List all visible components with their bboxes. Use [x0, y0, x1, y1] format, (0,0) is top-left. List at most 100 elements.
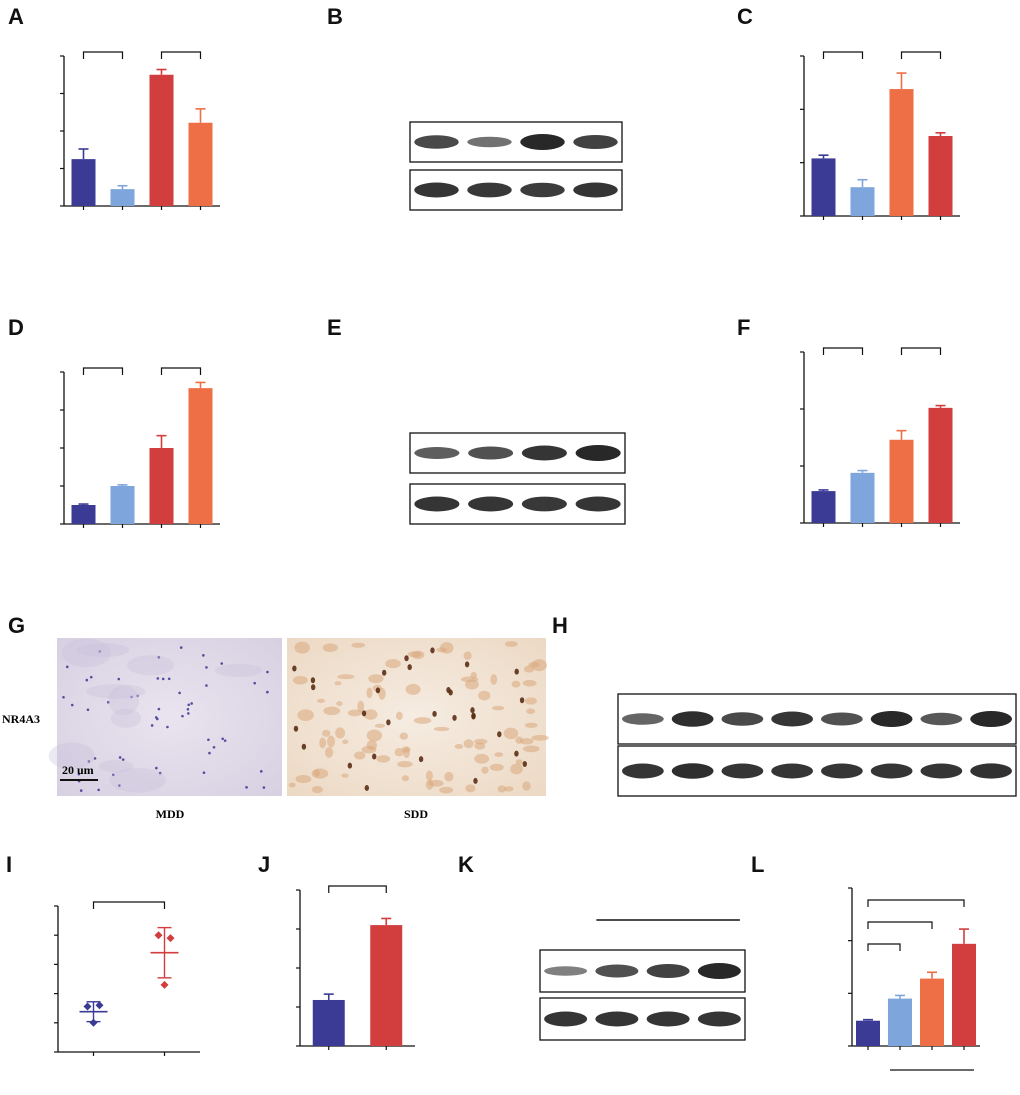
blot-band [521, 445, 567, 461]
blot-band [621, 763, 664, 779]
sdd-stained-nucleus [407, 664, 412, 671]
sdd-cell [425, 779, 434, 790]
blot-band [544, 966, 588, 976]
sdd-cell [378, 687, 386, 700]
blot-band [697, 1011, 741, 1027]
bar [928, 136, 953, 216]
bar [188, 388, 213, 524]
blot-band [970, 711, 1013, 727]
sdd-cell [335, 727, 346, 739]
sdd-cell [316, 698, 326, 703]
histology-panel-g: NR4A3 20 um MDD SDD [2, 638, 549, 821]
sdd-cell [489, 763, 504, 772]
sdd-tissue-image [287, 638, 546, 796]
sdd-cell [313, 769, 320, 777]
mdd-nucleus [187, 703, 191, 707]
sdd-cell [394, 748, 405, 757]
scale-bar-label: 20 um [62, 763, 94, 777]
significance-bracket [900, 347, 942, 355]
sdd-stained-nucleus [514, 750, 519, 757]
sdd-stained-nucleus [293, 725, 299, 732]
sdd-cell [515, 759, 523, 765]
bar [188, 122, 213, 206]
significance-bracket [867, 899, 965, 907]
blot-band [414, 182, 459, 198]
sdd-cell [490, 674, 498, 685]
blot-band [970, 763, 1013, 779]
sdd-stained-nucleus [522, 760, 527, 767]
scatter-point [154, 931, 163, 940]
sdd-stained-nucleus [364, 784, 370, 791]
mdd-nucleus [202, 771, 206, 774]
scatter-point [83, 1002, 92, 1011]
sdd-cell [439, 786, 454, 794]
mdd-nucleus [266, 670, 269, 674]
mdd-tissue-patch [110, 708, 142, 728]
bar [312, 999, 345, 1046]
sdd-stained-nucleus [347, 762, 353, 769]
sdd-cell [324, 746, 334, 758]
sdd-cell [357, 700, 365, 713]
sdd-cell [366, 729, 383, 742]
sdd-stained-nucleus [473, 777, 478, 784]
sdd-cell [366, 687, 373, 699]
bar [71, 505, 96, 524]
mdd-nucleus [150, 724, 154, 727]
blot-band [920, 712, 963, 726]
blot-band [575, 445, 621, 461]
bar [928, 407, 953, 523]
mdd-tissue-patch [108, 685, 140, 716]
mdd-nucleus [154, 716, 158, 719]
blot-band [520, 182, 565, 198]
western-blot-e [409, 432, 626, 525]
sdd-stained-nucleus [372, 753, 377, 760]
sdd-stained-nucleus [432, 710, 437, 717]
sdd-stained-nucleus [292, 665, 297, 672]
blot-band [646, 1011, 690, 1027]
sdd-stained-nucleus [386, 719, 391, 726]
significance-bracket [822, 51, 864, 59]
panel-letter-k: K [458, 852, 474, 877]
sdd-cell [297, 709, 314, 721]
mdd-nucleus [167, 677, 171, 681]
sdd-cell [337, 674, 355, 680]
mdd-nucleus [89, 675, 93, 679]
significance-bracket [82, 367, 124, 375]
bar [110, 189, 135, 206]
sdd-stained-nucleus [464, 661, 470, 668]
mdd-tissue-patch [48, 742, 95, 770]
blot-band [646, 964, 690, 978]
mdd-nucleus [79, 789, 83, 792]
panel-letter-j: J [258, 852, 271, 877]
mdd-nucleus [178, 691, 181, 695]
sdd-cell [440, 642, 454, 654]
blot-band [521, 496, 567, 512]
mdd-nucleus [179, 646, 183, 649]
mdd-nucleus [187, 712, 190, 715]
blot-band [771, 711, 814, 727]
sdd-stained-nucleus [471, 713, 476, 720]
mdd-nucleus [161, 677, 165, 681]
mdd-nucleus [190, 702, 193, 705]
scatter-point [95, 1001, 104, 1010]
blot-band [467, 136, 512, 148]
mdd-nucleus [208, 751, 211, 755]
blot-band [467, 182, 512, 198]
sdd-stained-nucleus [452, 714, 457, 721]
bar [850, 472, 875, 523]
bar [370, 925, 403, 1046]
bar [149, 448, 174, 524]
sdd-cell [323, 706, 341, 716]
sdd-stained-nucleus [497, 731, 502, 738]
mdd-tissue-patch [98, 759, 134, 773]
blot-band [414, 135, 459, 149]
sdd-cell [347, 709, 362, 717]
significance-bracket [867, 921, 933, 929]
mdd-nucleus [87, 760, 91, 763]
mdd-tissue-patch [109, 767, 166, 793]
sdd-cell [368, 674, 384, 684]
mdd-tissue-patch [127, 655, 175, 676]
mdd-nucleus [212, 745, 216, 749]
sdd-cell [342, 739, 349, 745]
sdd-cell [463, 739, 474, 749]
